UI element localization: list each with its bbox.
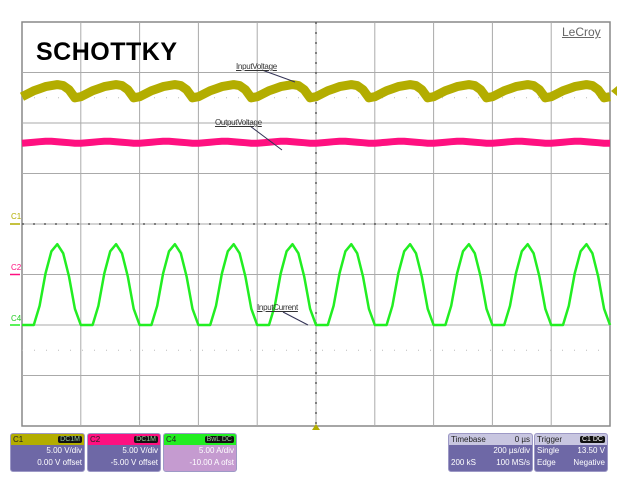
c2-name: C2 [90,435,101,444]
c1-offset: 0.00 V offset [37,458,82,467]
trigger-label: Trigger [537,435,563,444]
input-voltage-leader [261,69,296,83]
c1-ground-marker[interactable]: C1 [11,212,22,221]
trigger-type: Edge [537,458,556,467]
c4-name: C4 [166,435,177,444]
trigger-slope: Negative [573,458,605,467]
c4-offset: -10.00 A ofst [189,458,234,467]
trigger-panel[interactable]: Trigger C1 DC Single 13.50 V Edge Negative [534,433,608,472]
trace-outputvoltage [21,137,610,147]
label-input-voltage: InputVoltage [236,62,277,71]
chart-title: SCHOTTKY [36,38,178,66]
trigger-source-badge: C1 DC [579,436,605,443]
c2-coupling-badge: DC1M [134,436,158,443]
timebase-label: Timebase [451,435,486,444]
c4-panel[interactable]: C4 BwL DC 5.00 A/div -10.00 A ofst [163,433,237,472]
oscilloscope-display [10,21,617,430]
c2-vdiv: 5.00 V/div [122,446,158,455]
label-output-voltage: OutputVoltage [215,118,262,127]
trigger-level-marker [611,86,617,96]
input-current-leader [282,311,309,326]
c4-ground-marker[interactable]: C4 [11,314,22,323]
label-input-current: InputCurrent [257,303,298,312]
trace-inputvoltage [19,80,611,103]
c4-coupling-badge: BwL DC [204,436,234,443]
timebase-rate: 100 MS/s [496,458,530,467]
c2-offset: -5.00 V offset [110,458,158,467]
c2-panel[interactable]: C2 DC1M 5.00 V/div -5.00 V offset [87,433,161,472]
c1-vdiv: 5.00 V/div [46,446,82,455]
trace-inputcurrent [22,242,612,327]
trigger-position-marker [312,424,320,430]
lecroy-logo: LeCroy [562,25,601,39]
timebase-panel[interactable]: Timebase 0 µs 200 µs/div 200 kS 100 MS/s [448,433,533,472]
c1-coupling-badge: DC1M [58,436,82,443]
c1-panel[interactable]: C1 DC1M 5.00 V/div 0.00 V offset [10,433,85,472]
trigger-mode: Single [537,446,560,455]
timebase-samples: 200 kS [451,458,476,467]
c1-name: C1 [13,435,24,444]
trigger-level: 13.50 V [577,446,605,455]
timebase-tdiv: 200 µs/div [493,446,530,455]
c2-ground-marker[interactable]: C2 [11,263,22,272]
timebase-delay: 0 µs [514,435,530,444]
output-voltage-leader [249,125,283,151]
c4-vdiv: 5.00 A/div [198,446,234,455]
